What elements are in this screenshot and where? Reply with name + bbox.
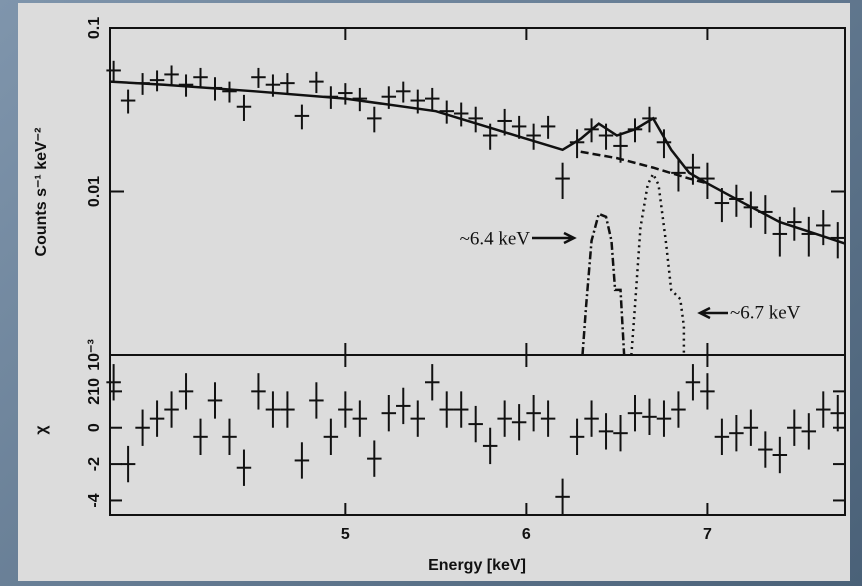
x-tick-label: 6	[522, 526, 531, 543]
y2-tick-label: 210	[86, 378, 103, 405]
y-tick-label: 0.01	[86, 176, 103, 207]
y-tick-label: 0.1	[86, 17, 103, 39]
y-tick-label: 10⁻³	[86, 339, 103, 371]
x-tick-label: 5	[341, 526, 350, 543]
continuum-line	[580, 150, 708, 185]
frame	[109, 27, 846, 516]
y2-tick-label: -2	[86, 457, 103, 471]
annotation: ~6.7 keV	[730, 302, 801, 323]
y-axis-label: Counts s⁻¹ keV⁻²	[33, 128, 50, 257]
x-tick-label: 7	[703, 526, 712, 543]
y2-tick-label: -4	[86, 493, 103, 507]
annotation-arrow	[697, 306, 728, 320]
x-axis-label: Energy [keV]	[428, 557, 526, 574]
y2-tick-label: 0	[86, 423, 103, 432]
annotation: ~6.4 keV	[460, 228, 531, 249]
y2-axis-label: χ	[33, 425, 50, 435]
gaussian-6.4	[581, 212, 626, 356]
annotation-arrow	[532, 231, 577, 245]
